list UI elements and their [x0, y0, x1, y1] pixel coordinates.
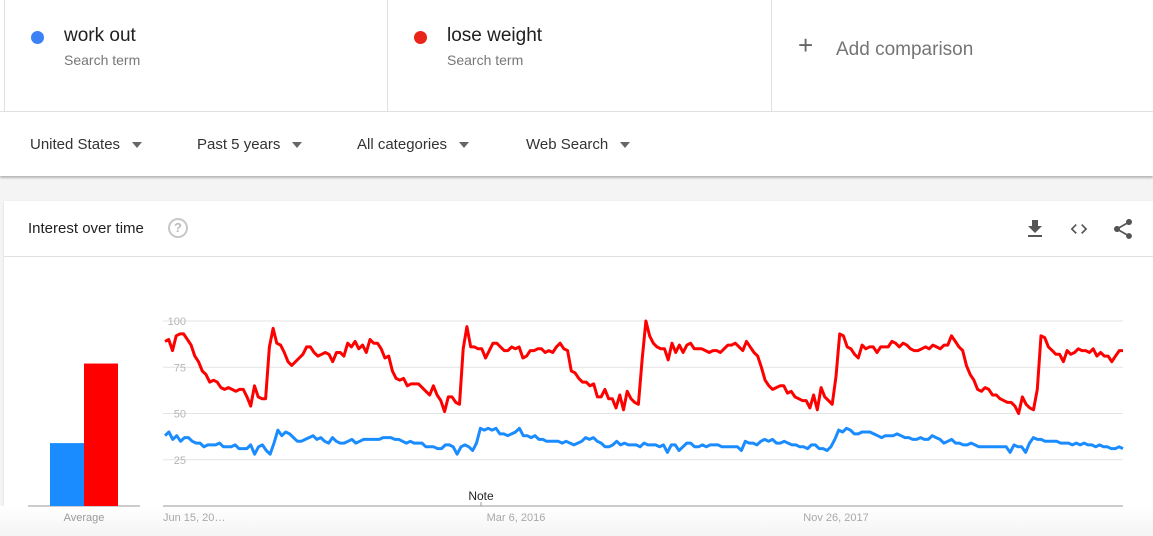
search-term-name: work out [64, 25, 136, 46]
chart-lines [163, 319, 1124, 456]
search-term-name: lose weight [447, 25, 543, 46]
caret-down-icon [459, 141, 470, 148]
search-term-lose-weight[interactable]: lose weight Search term [388, 0, 772, 111]
y-tick-label: 25 [174, 455, 186, 467]
search-type-dropdown[interactable]: Web Search [526, 136, 631, 153]
interest-over-time-card: Interest over time ? [4, 201, 1153, 536]
note-annotation[interactable]: Note [468, 489, 494, 503]
line-lose-weight[interactable] [164, 319, 1123, 415]
average-bars: Average [28, 363, 140, 524]
share-icon[interactable] [1111, 217, 1135, 241]
line-work-out[interactable] [163, 426, 1124, 456]
search-term-subtitle: Search term [64, 52, 141, 68]
plus-icon: + [798, 30, 814, 60]
search-term-work-out[interactable]: work out Search term [4, 0, 388, 111]
filter-bar: United States Past 5 years All categorie… [0, 112, 1153, 176]
chart-gridlines [163, 320, 1123, 461]
search-term-subtitle: Search term [447, 52, 524, 68]
add-comparison-button[interactable]: + Add comparison [772, 0, 1153, 111]
card-title: Interest over time [28, 220, 144, 237]
average-bar-lose-weight[interactable] [84, 363, 118, 506]
category-dropdown[interactable]: All categories [357, 136, 470, 153]
category-label: All categories [357, 136, 448, 153]
y-tick-label: 50 [174, 409, 186, 421]
caret-down-icon [132, 141, 143, 148]
search-type-label: Web Search [526, 136, 609, 153]
series-color-dot [414, 31, 427, 44]
series-color-dot [31, 31, 44, 44]
y-tick-label: 100 [168, 316, 186, 328]
y-tick-label: 75 [174, 362, 186, 374]
region-dropdown[interactable]: United States [30, 136, 143, 153]
search-terms-bar: work out Search term lose weight Search … [0, 0, 1153, 112]
time-range-dropdown[interactable]: Past 5 years [197, 136, 303, 153]
chart-footer [0, 506, 1153, 536]
download-icon[interactable] [1023, 217, 1047, 241]
add-comparison-label: Add comparison [836, 39, 974, 60]
x-tick-label: Mar 6, 2016 [487, 512, 546, 524]
x-tick-label: Jun 15, 20… [163, 512, 225, 524]
region-label: United States [30, 136, 121, 153]
caret-down-icon [292, 141, 303, 148]
help-icon[interactable]: ? [168, 218, 188, 238]
card-header: Interest over time ? [4, 201, 1153, 257]
average-label: Average [64, 512, 105, 524]
average-bar-work-out[interactable] [50, 443, 84, 506]
x-tick-label: Nov 26, 2017 [803, 512, 868, 524]
time-range-label: Past 5 years [197, 136, 281, 153]
y-axis-ticks: 25 50 75 100 [168, 316, 186, 467]
embed-code-icon[interactable] [1067, 217, 1091, 241]
caret-down-icon [620, 141, 631, 148]
x-axis: Jun 15, 20… Mar 6, 2016 Nov 26, 2017 Note [163, 489, 1123, 524]
